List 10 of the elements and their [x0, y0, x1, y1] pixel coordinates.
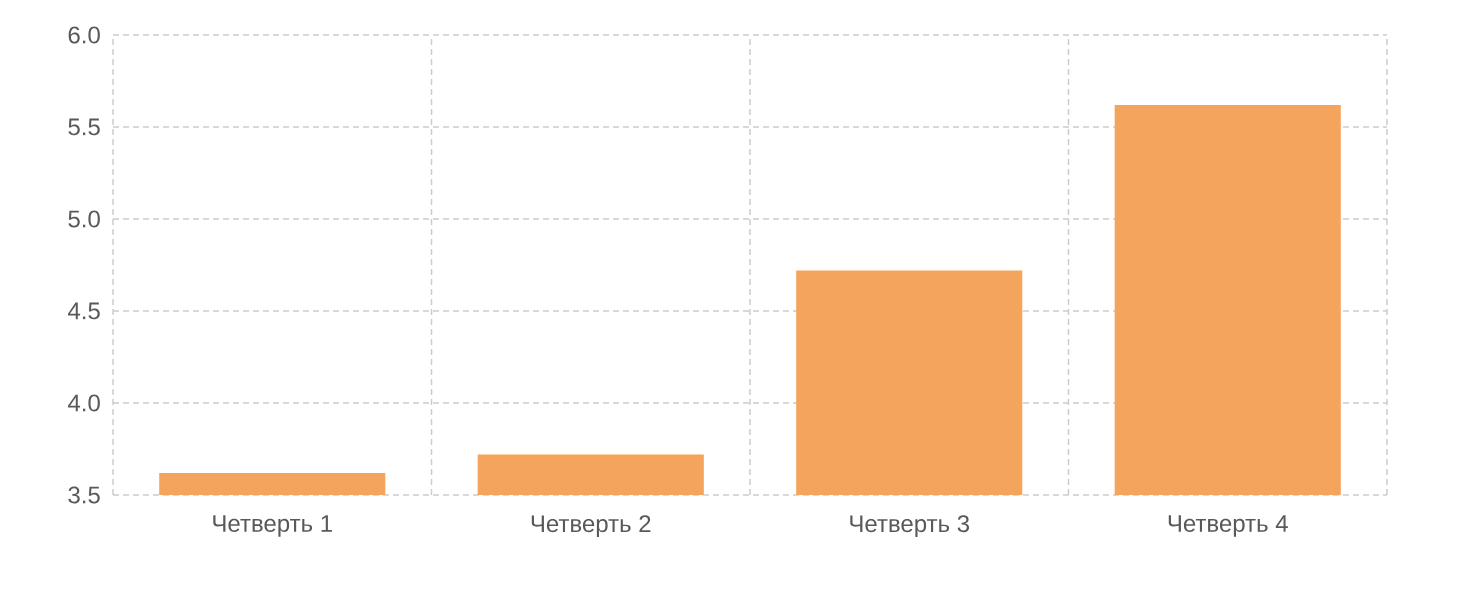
- x-tick-label: Четверть 2: [531, 515, 651, 537]
- y-tick-label: 6.0: [68, 26, 100, 44]
- y-tick-label: 3.5: [68, 486, 100, 504]
- y-tick-label: 4.5: [68, 302, 100, 320]
- y-tick-label: 5.5: [68, 118, 100, 136]
- x-tick-label: Четверть 3: [850, 515, 970, 537]
- y-tick-label: 4.0: [68, 394, 100, 412]
- y-tick-label: 5.0: [68, 210, 100, 228]
- x-tick-label: Четверть 1: [213, 515, 332, 537]
- x-tick-label: Четверть 4: [1168, 515, 1288, 537]
